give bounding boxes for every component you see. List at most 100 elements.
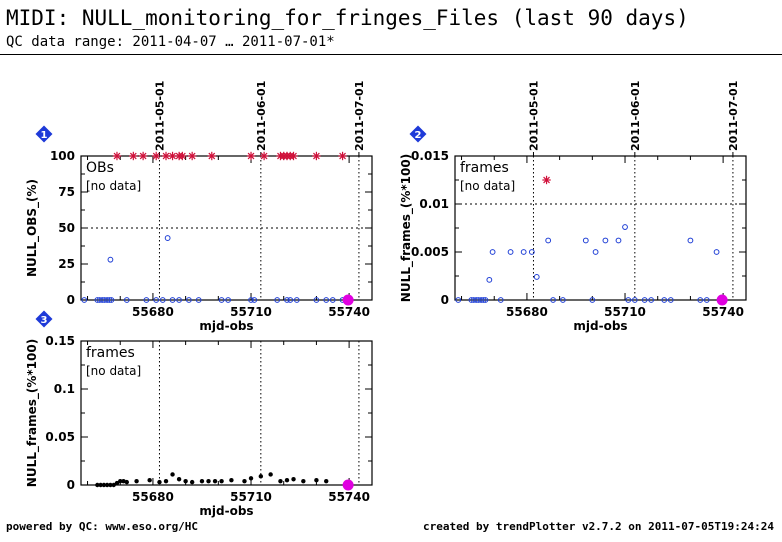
data-point (124, 479, 129, 485)
data-point-star (259, 151, 269, 161)
data-point (108, 297, 115, 303)
data-point (284, 297, 290, 303)
data-point (108, 482, 113, 488)
data-point (324, 478, 329, 484)
x-axis-label: mjd-obs (199, 504, 253, 518)
data-point-star (112, 151, 122, 161)
data-point (183, 478, 188, 484)
y-axis-label: NULL_OBS_(%) (25, 179, 40, 277)
y-tick-label: 0.005 (411, 245, 449, 259)
data-point (550, 297, 556, 303)
y-tick-label: 25 (58, 257, 75, 271)
data-point (143, 297, 150, 303)
footer-credit: powered by QC: www.eso.org/HC (6, 520, 199, 533)
data-point (104, 482, 110, 488)
data-point (229, 478, 234, 483)
page-title: MIDI: NULL_monitoring_for_fringes_Files … (6, 6, 689, 30)
data-point (147, 478, 152, 483)
data-point-star (312, 151, 321, 161)
badge-number: 2 (415, 130, 422, 141)
data-point (589, 297, 596, 303)
current-data-point (342, 479, 354, 491)
y-axis-label: NULL_frames_(%*100) (25, 339, 40, 487)
data-point (480, 297, 487, 303)
x-axis-label: mjd-obs (199, 319, 253, 333)
data-point (301, 478, 306, 484)
data-point (123, 297, 130, 303)
x-tick-label: 55680 (132, 305, 174, 319)
chart-panel-1: 1 2011-05-01 2011-06-01 2011-07-01 55680 5571… (25, 81, 373, 333)
data-point (314, 478, 319, 483)
y-axis-label: NULL_frames_(%*100) (399, 154, 414, 302)
data-point (455, 297, 462, 303)
data-point (631, 297, 638, 303)
legend-note: [no data] (86, 364, 141, 378)
y-tick-label: 0 (67, 478, 75, 492)
data-point-star (129, 151, 138, 161)
current-data-point (342, 294, 354, 306)
data-point (153, 297, 160, 303)
badge-number: 3 (41, 315, 48, 326)
data-point (489, 249, 496, 255)
y-tick-label: 0.1 (54, 382, 75, 396)
data-point (195, 297, 202, 303)
data-point-star (152, 151, 161, 161)
date-marker-label: 2011-05-01 (527, 81, 540, 151)
data-point (545, 237, 552, 244)
data-point (81, 297, 88, 303)
chart-panel-2: 2 2011-05-01 2011-06-01 2011-07-01 55680 5571… (399, 81, 747, 333)
plot-frame (80, 340, 373, 486)
data-point (104, 297, 111, 303)
data-point-star (246, 151, 256, 161)
data-point (667, 297, 674, 303)
y-tick-label: 0 (441, 293, 449, 307)
y-tick-label: 0.15 (45, 334, 75, 348)
data-point (697, 297, 704, 303)
x-tick-label: 55740 (328, 305, 370, 319)
data-point (520, 249, 527, 255)
data-point (278, 478, 283, 484)
date-marker-label: 2011-06-01 (629, 81, 642, 151)
data-point (106, 297, 113, 303)
data-point (111, 482, 116, 488)
data-point (582, 237, 589, 244)
x-tick-label: 55710 (230, 490, 272, 504)
y-tick-label: 50 (58, 221, 75, 235)
y-tick-label: 100 (50, 149, 75, 163)
data-point (287, 297, 294, 303)
data-point (185, 297, 192, 303)
data-point (206, 478, 211, 484)
panel-number-badge: 1 (35, 125, 53, 143)
legend-note: [no data] (460, 179, 515, 193)
data-point (251, 297, 258, 303)
data-point (602, 237, 609, 244)
data-point (219, 478, 224, 484)
data-point (242, 478, 247, 484)
data-point (157, 479, 162, 485)
legend-note: [no data] (86, 179, 141, 193)
date-marker-label: 2011-07-01 (353, 81, 366, 151)
x-tick-label: 55710 (604, 305, 646, 319)
data-point (661, 297, 668, 303)
data-point (533, 274, 540, 280)
data-point (507, 249, 514, 255)
data-point (313, 297, 320, 303)
data-point (703, 297, 710, 303)
legend-label: frames (86, 345, 135, 361)
data-point (189, 479, 195, 485)
x-tick-label: 55740 (328, 490, 370, 504)
data-point-star (138, 151, 148, 161)
data-point (159, 297, 166, 303)
y-tick-label: 0.05 (45, 430, 75, 444)
data-point-star (289, 151, 298, 161)
panel-number-badge: 2 (409, 125, 427, 143)
panel-number-badge: 3 (35, 310, 53, 328)
data-point (101, 482, 107, 488)
data-point-star (187, 151, 197, 161)
legend-label: OBs (86, 160, 114, 176)
data-point (615, 237, 622, 244)
data-point (114, 480, 120, 486)
data-point (107, 256, 114, 263)
data-point (329, 297, 336, 303)
data-point (687, 237, 694, 244)
